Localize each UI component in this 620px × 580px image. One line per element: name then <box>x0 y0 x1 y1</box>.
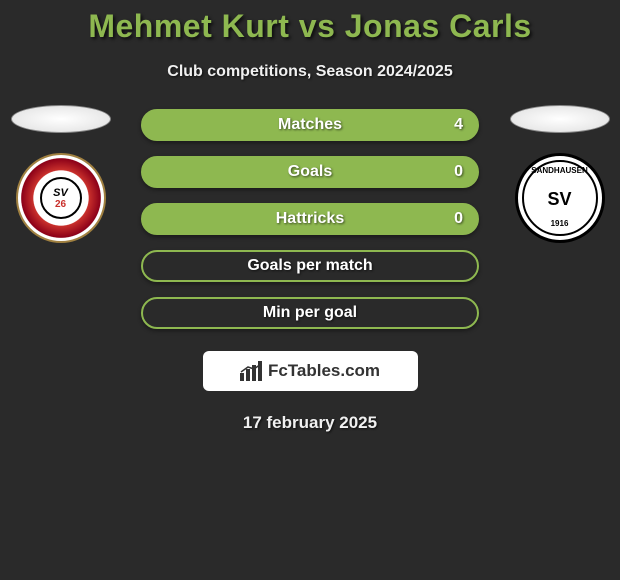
stat-row-mpg: Min per goal <box>141 297 479 329</box>
left-club-badge-inner: SV 26 <box>40 177 82 219</box>
right-badge-top: SANDHAUSEN <box>531 166 587 175</box>
page-title: Mehmet Kurt vs Jonas Carls <box>88 8 531 45</box>
brand-badge: FcTables.com <box>203 351 418 391</box>
right-club-badge: SANDHAUSEN SV 1916 <box>515 153 605 243</box>
page-subtitle: Club competitions, Season 2024/2025 <box>167 63 452 81</box>
comparison-row: SV 26 Matches 4 Goals 0 Hattricks 0 Goal… <box>0 105 620 329</box>
stat-label: Goals per match <box>247 257 372 275</box>
stat-label: Min per goal <box>263 304 357 322</box>
stats-column: Matches 4 Goals 0 Hattricks 0 Goals per … <box>113 109 507 329</box>
stat-label: Hattricks <box>276 210 344 228</box>
left-badge-sv: SV <box>53 187 68 199</box>
right-badge-bottom: 1916 <box>551 219 569 228</box>
date-label: 17 february 2025 <box>243 413 377 433</box>
stat-row-hattricks: Hattricks 0 <box>141 203 479 235</box>
left-club-badge: SV 26 <box>16 153 106 243</box>
stat-row-matches: Matches 4 <box>141 109 479 141</box>
stat-label: Matches <box>278 116 342 134</box>
right-player-placeholder <box>510 105 610 133</box>
left-player-placeholder <box>11 105 111 133</box>
left-badge-secondary: 26 <box>55 199 66 210</box>
right-club-badge-inner: SANDHAUSEN SV 1916 <box>522 160 598 236</box>
brand-text: FcTables.com <box>268 361 380 381</box>
stat-value: 0 <box>454 210 463 228</box>
stat-value: 4 <box>454 116 463 134</box>
stat-label: Goals <box>288 163 332 181</box>
stat-row-gpm: Goals per match <box>141 250 479 282</box>
left-player-col: SV 26 <box>8 105 113 243</box>
chart-icon <box>240 361 262 381</box>
right-badge-sv: SV <box>547 190 571 208</box>
stat-row-goals: Goals 0 <box>141 156 479 188</box>
right-player-col: SANDHAUSEN SV 1916 <box>507 105 612 243</box>
stat-value: 0 <box>454 163 463 181</box>
